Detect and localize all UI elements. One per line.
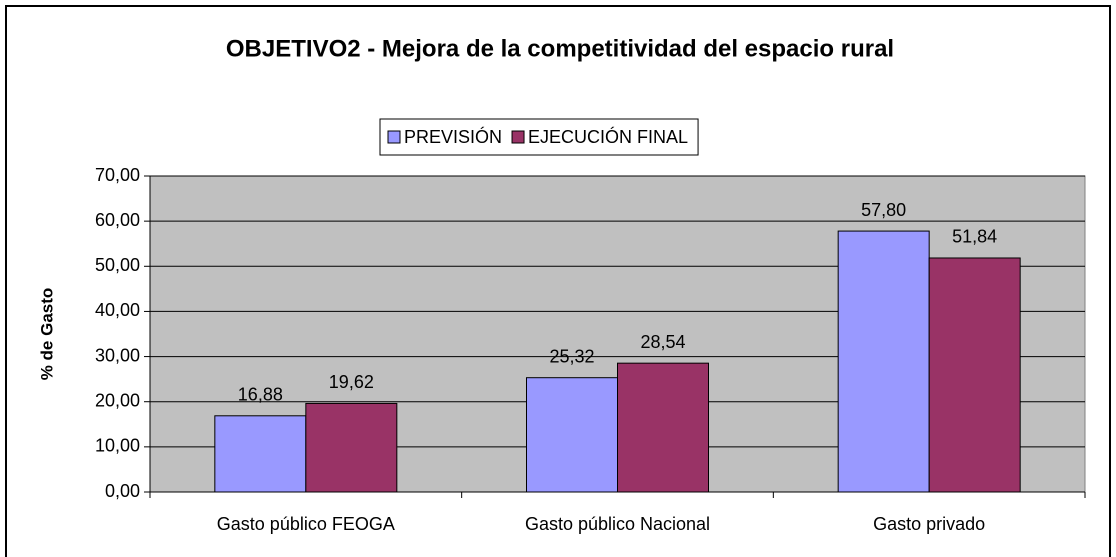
bar <box>928 257 1021 493</box>
value-label: 25,32 <box>549 346 594 366</box>
legend-label: PREVISIÓN <box>404 126 502 147</box>
y-tick-label: 30,00 <box>95 345 140 365</box>
y-axis-label: % de Gasto <box>37 288 56 381</box>
value-label: 57,80 <box>861 200 906 220</box>
legend-swatch <box>511 130 525 144</box>
x-tick-label: Gasto público FEOGA <box>217 514 395 534</box>
y-tick-label: 50,00 <box>95 255 140 275</box>
value-label: 16,88 <box>238 385 283 405</box>
bar <box>837 230 930 493</box>
x-tick-label: Gasto público Nacional <box>525 514 710 534</box>
value-label: 28,54 <box>640 332 685 352</box>
bar <box>526 377 618 493</box>
legend-box <box>379 118 699 156</box>
legend-swatch <box>387 130 401 144</box>
bar <box>305 402 398 493</box>
y-tick-label: 0,00 <box>105 481 140 501</box>
y-tick-label: 70,00 <box>95 165 140 185</box>
value-label: 19,62 <box>329 372 374 392</box>
y-tick-label: 60,00 <box>95 210 140 230</box>
y-tick-label: 10,00 <box>95 436 140 456</box>
value-label: 51,84 <box>952 227 997 247</box>
bar <box>214 415 307 493</box>
chart-title: OBJETIVO2 - Mejora de la competitividad … <box>226 35 894 62</box>
bar <box>617 362 709 493</box>
legend-label: EJECUCIÓN FINAL <box>528 126 688 147</box>
x-tick-label: Gasto privado <box>873 514 985 534</box>
y-tick-label: 40,00 <box>95 300 140 320</box>
y-tick-label: 20,00 <box>95 390 140 410</box>
